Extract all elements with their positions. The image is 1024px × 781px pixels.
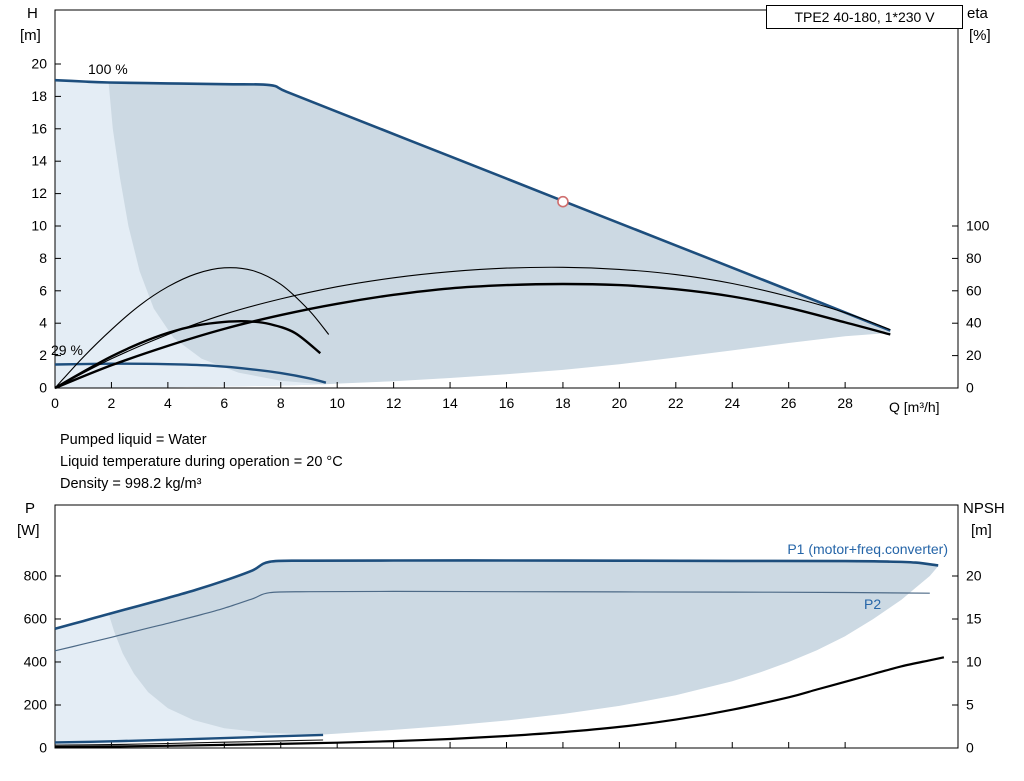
pumped-liquid-text: Pumped liquid = Water xyxy=(60,432,207,448)
y-left-tick-label: 800 xyxy=(24,567,48,583)
y-left-tick-label: 12 xyxy=(31,185,47,201)
y-left-tick-label: 4 xyxy=(39,315,47,331)
p1-series-label: P1 (motor+freq.converter) xyxy=(787,541,948,557)
y-left-tick-label: 600 xyxy=(24,610,48,626)
x-tick-label: 16 xyxy=(499,395,515,411)
y-right-tick-label: 10 xyxy=(966,654,982,670)
max-speed-curve xyxy=(54,78,891,332)
efficiency-curve-thin xyxy=(54,266,891,389)
x-tick-label: 8 xyxy=(277,395,285,411)
npsh-curve xyxy=(54,656,945,749)
p1-curve xyxy=(54,559,939,630)
reduced-speed-region xyxy=(55,613,324,745)
power-npsh-chart: 0 200 400 600 800 0 5 10 15 20 xyxy=(24,504,982,756)
p1-min-speed-curve xyxy=(54,733,324,744)
p2-curve xyxy=(54,590,930,652)
y-left-tick-label: 20 xyxy=(31,55,47,71)
y-left-tick-label: 16 xyxy=(31,120,47,136)
x-tick-label: 18 xyxy=(555,395,571,411)
y-left-tick-label: 18 xyxy=(31,88,47,104)
x-tick-label: 24 xyxy=(724,395,740,411)
npsh-axis-name: NPSH xyxy=(963,500,1005,517)
h-axis-name: H xyxy=(27,5,38,22)
x-tick-label: 28 xyxy=(837,395,853,411)
y-right-tick-label: 20 xyxy=(966,568,982,584)
y-right-tick-label: 5 xyxy=(966,697,974,713)
efficiency-duty-curve-thick xyxy=(54,319,322,390)
y-left-tick-label: 0 xyxy=(39,740,47,756)
npsh-axis-unit: [m] xyxy=(971,522,992,539)
y-right-tick-label: 40 xyxy=(966,315,982,331)
duty-point-marker[interactable] xyxy=(557,195,569,208)
x-tick-label: 0 xyxy=(51,395,59,411)
max-speed-annotation: 100 % xyxy=(88,61,128,77)
p2-min-speed-curve xyxy=(54,739,324,746)
y-right-tick-label: 100 xyxy=(966,218,990,234)
eta-axis-name: eta xyxy=(967,5,988,22)
y-right-tick-label: 20 xyxy=(966,347,982,363)
x-tick-label: 2 xyxy=(108,395,116,411)
x-tick-label: 10 xyxy=(329,395,345,411)
y-left-tick-label: 14 xyxy=(31,153,47,169)
y-left-tick-label: 8 xyxy=(39,250,47,266)
density-text: Density = 998.2 kg/m³ xyxy=(60,476,202,492)
h-axis-unit: [m] xyxy=(20,27,41,44)
y-right-tick-label: 0 xyxy=(966,740,974,756)
p2-series-label: P2 xyxy=(864,596,882,612)
min-speed-annotation: 29 % xyxy=(51,342,83,358)
y-right-tick-label: 60 xyxy=(966,282,982,298)
liquid-temperature-text: Liquid temperature during operation = 20… xyxy=(60,454,343,470)
operating-envelope xyxy=(55,80,891,388)
x-tick-label: 12 xyxy=(386,395,402,411)
y-right-tick-label: 15 xyxy=(966,611,982,627)
x-tick-label: 26 xyxy=(781,395,797,411)
y-left-tick-label: 2 xyxy=(39,347,47,363)
q-axis-label: Q [m³/h] xyxy=(889,399,940,415)
x-tick-label: 20 xyxy=(612,395,628,411)
x-tick-label: 4 xyxy=(164,395,172,411)
y-right-tick-label: 80 xyxy=(966,250,982,266)
reduced-speed-region xyxy=(55,80,324,388)
p-axis-unit: [W] xyxy=(17,522,40,539)
pump-type-title-box: TPE2 40-180, 1*230 V xyxy=(766,5,963,29)
y-right-tick-label: 0 xyxy=(966,380,974,396)
y-left-tick-label: 200 xyxy=(24,696,48,712)
efficiency-duty-curve-thin xyxy=(54,267,330,389)
x-tick-label: 14 xyxy=(442,395,458,411)
y-left-tick-label: 6 xyxy=(39,282,47,298)
x-tick-label: 22 xyxy=(668,395,684,411)
eta-axis-unit: [%] xyxy=(969,27,991,44)
power-envelope xyxy=(55,560,939,745)
y-left-tick-label: 10 xyxy=(31,217,47,233)
y-left-tick-label: 0 xyxy=(39,380,47,396)
p-axis-name: P xyxy=(25,500,36,517)
efficiency-curve-thick xyxy=(54,282,891,390)
y-left-tick-label: 400 xyxy=(24,653,48,669)
x-tick-label: 6 xyxy=(220,395,228,411)
